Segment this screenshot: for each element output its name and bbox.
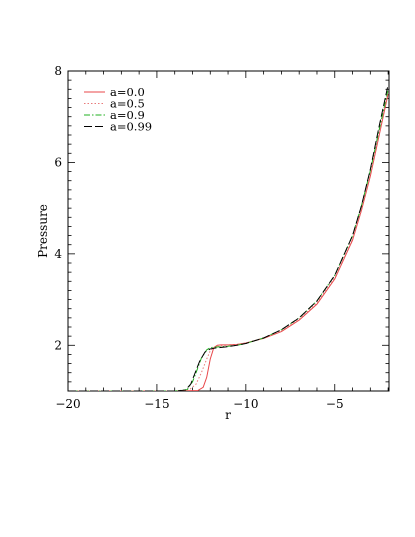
y-tick-label: 4	[54, 247, 62, 261]
series-line-2	[68, 89, 389, 391]
legend-label-2: a=0.9	[110, 108, 145, 122]
legend-label-3: a=0.99	[110, 120, 152, 134]
x-tick-label: −15	[144, 397, 169, 411]
legend-label-0: a=0.0	[110, 85, 145, 99]
plot-frame	[67, 70, 390, 392]
x-tick-label: −10	[233, 397, 258, 411]
y-tick-label: 2	[54, 338, 62, 352]
y-axis-label: Pressure	[36, 204, 50, 258]
x-tick-label: −5	[326, 397, 344, 411]
series-lines	[68, 84, 389, 391]
legend: a=0.0a=0.5a=0.9a=0.99	[84, 85, 152, 134]
y-tick-label: 8	[54, 64, 62, 78]
series-line-0	[68, 93, 389, 391]
series-line-1	[68, 91, 389, 391]
legend-label-1: a=0.5	[110, 97, 145, 111]
y-tick-label: 6	[54, 155, 62, 169]
x-tick-label: −20	[55, 397, 80, 411]
x-axis-label: r	[225, 408, 231, 422]
axis-ticks: −20 −15 −10 −5 2 4 6 8	[54, 64, 389, 411]
series-line-3	[68, 84, 389, 391]
